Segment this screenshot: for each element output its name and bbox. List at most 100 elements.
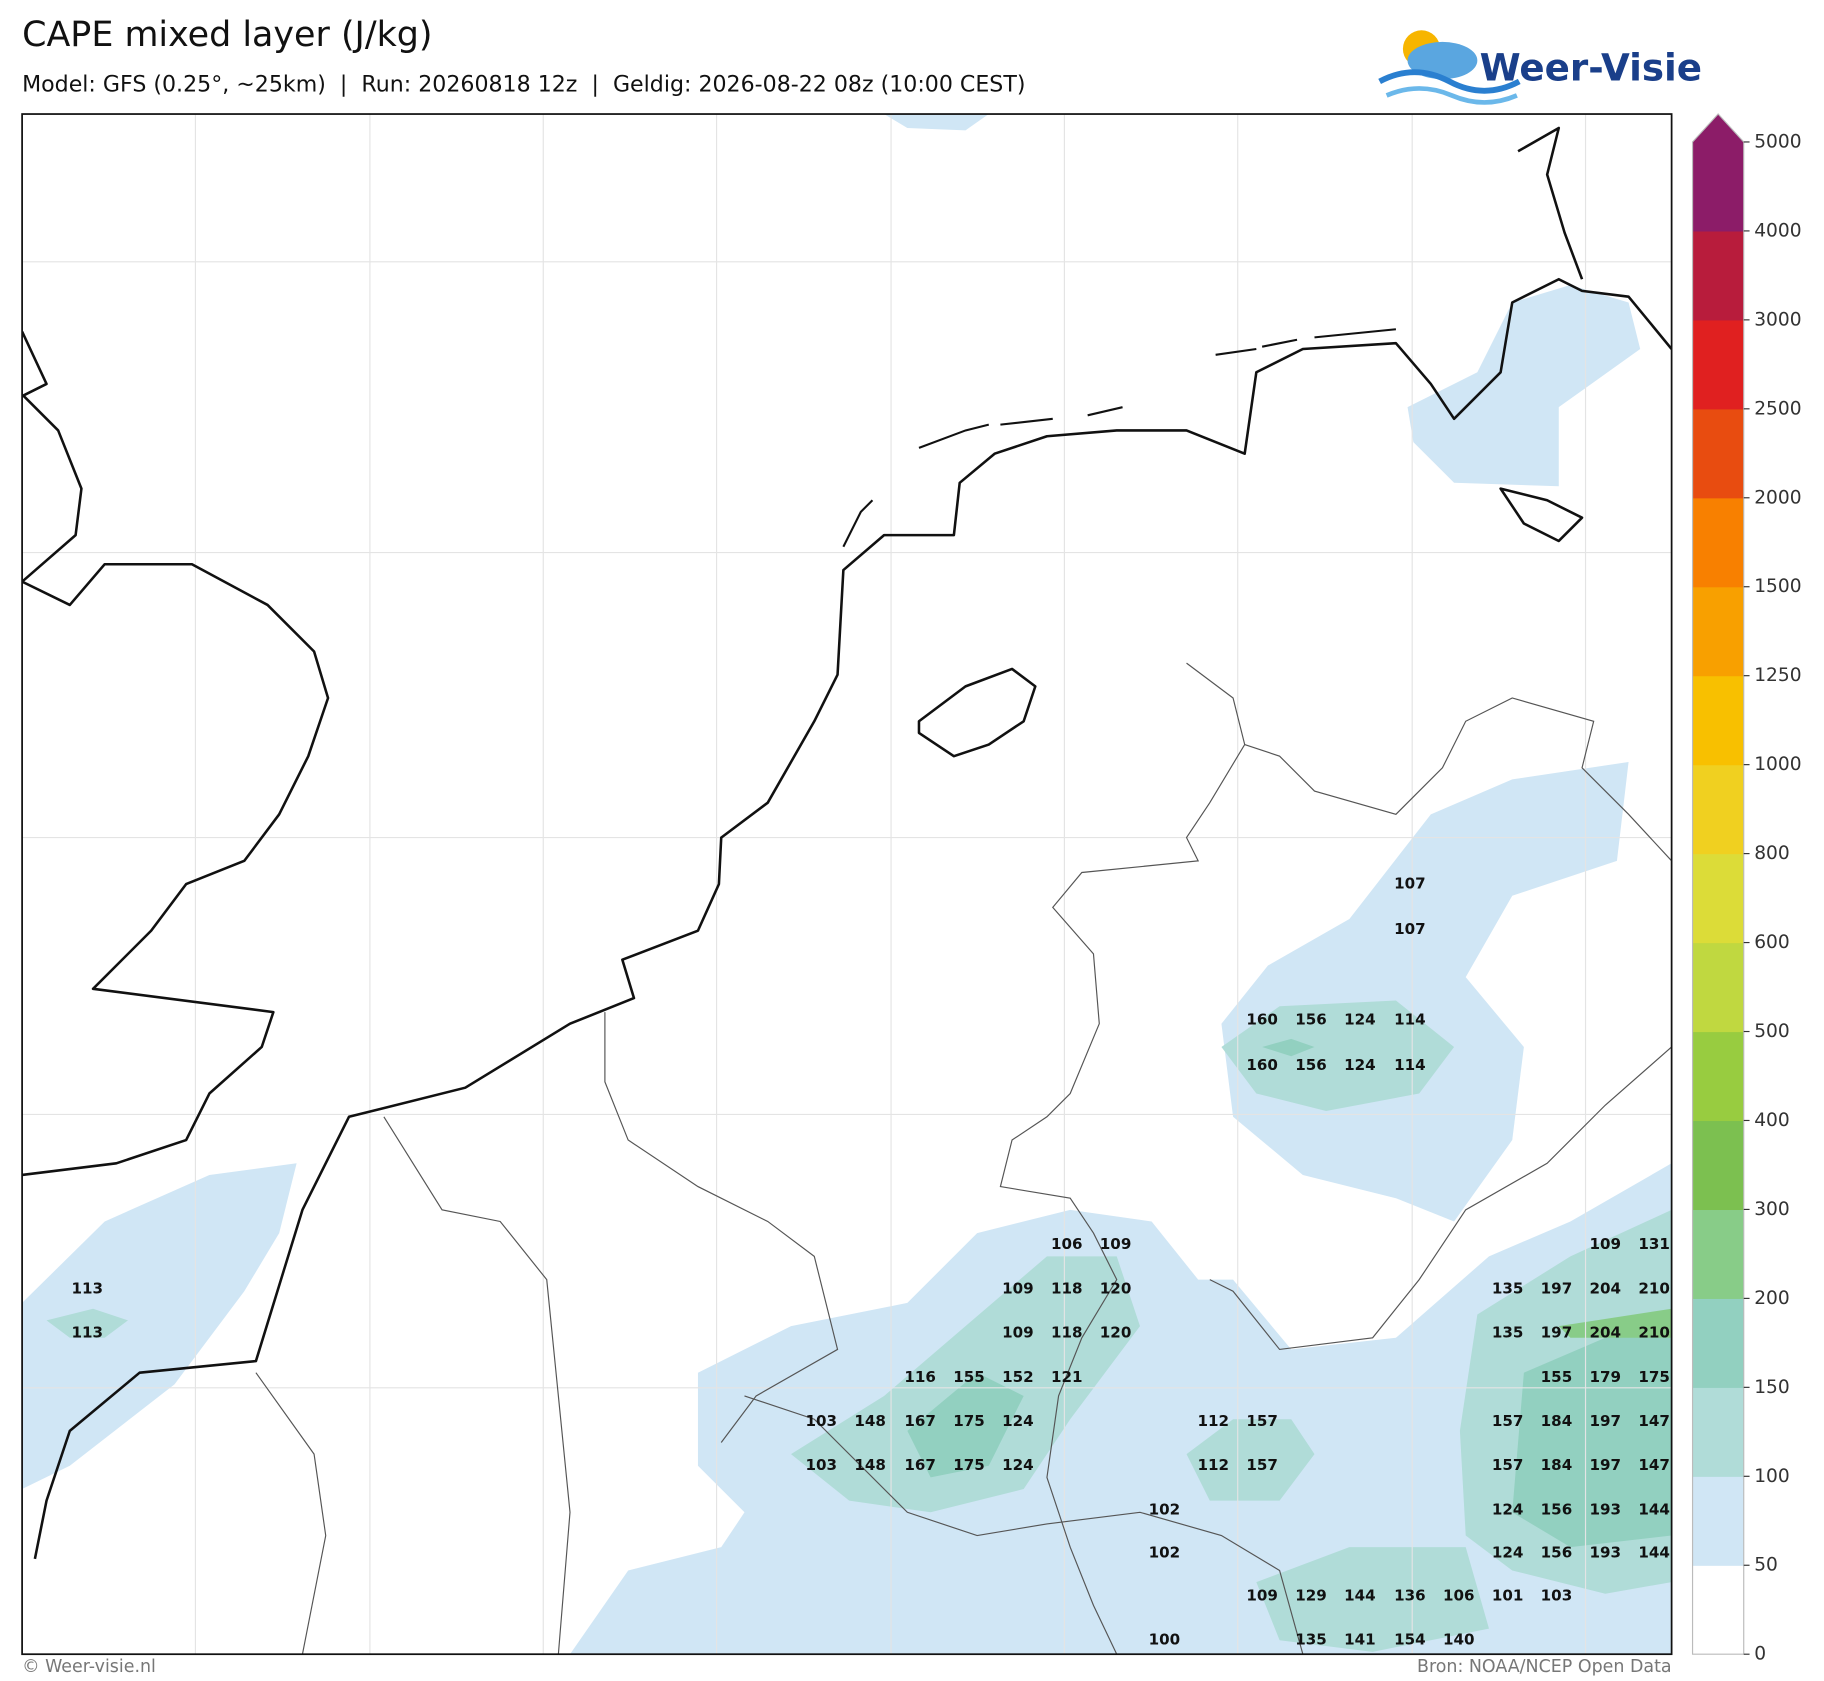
cape-value: 114 <box>1394 1011 1426 1029</box>
cape-value: 116 <box>904 1368 936 1386</box>
cape-value: 141 <box>1344 1631 1376 1649</box>
cape-value: 147 <box>1638 1456 1670 1474</box>
colorbar-segment <box>1692 1476 1744 1566</box>
cape-value: 135 <box>1295 1631 1327 1649</box>
colorbar-tick-label: 3000 <box>1754 309 1801 330</box>
colorbar-tick-label: 300 <box>1754 1199 1790 1220</box>
title: CAPE mixed layer (J/kg) <box>22 15 432 55</box>
subtitle: Model: GFS (0.25°, ~25km) | Run: 2026081… <box>22 71 1025 97</box>
colorbar-tick-label: 600 <box>1754 932 1790 953</box>
cape-value: 121 <box>1051 1368 1083 1386</box>
colorbar-tick-label: 0 <box>1754 1644 1766 1665</box>
cape-value: 109 <box>1246 1587 1278 1605</box>
cape-value: 135 <box>1492 1324 1524 1342</box>
graticule <box>22 114 1672 1655</box>
cape-value: 210 <box>1638 1279 1670 1297</box>
cape-value: 124 <box>1492 1500 1524 1518</box>
colorbar-tick-label: 500 <box>1754 1021 1790 1042</box>
colorbar-segment <box>1692 1298 1744 1388</box>
colorbar-segment <box>1692 675 1744 766</box>
cape-shading-150 <box>907 1038 1672 1548</box>
cape-value: 152 <box>1002 1368 1034 1386</box>
cape-value: 102 <box>1149 1544 1181 1562</box>
cape-value: 184 <box>1541 1456 1573 1474</box>
colorbar-tick-label: 100 <box>1754 1466 1790 1487</box>
cape-value: 179 <box>1590 1368 1622 1386</box>
cape-value: 156 <box>1295 1056 1327 1074</box>
colorbar-tick-label: 400 <box>1754 1110 1790 1131</box>
cape-value: 124 <box>1344 1056 1376 1074</box>
colorbar-segment <box>1692 319 1744 410</box>
cape-value: 107 <box>1394 920 1426 938</box>
cape-value: 184 <box>1541 1412 1573 1430</box>
cape-value: 144 <box>1344 1587 1376 1605</box>
logo-text: Weer-Visie <box>1480 45 1702 89</box>
cape-value: 114 <box>1394 1056 1426 1074</box>
colorbar-tick-label: 50 <box>1754 1555 1778 1576</box>
cape-value: 147 <box>1638 1412 1670 1430</box>
cape-value: 155 <box>1541 1368 1573 1386</box>
cape-value: 157 <box>1492 1412 1524 1430</box>
cape-value: 100 <box>1149 1631 1181 1649</box>
colorbar-tick-label: 200 <box>1754 1288 1790 1309</box>
cape-value: 160 <box>1246 1011 1278 1029</box>
cape-value: 131 <box>1638 1235 1670 1253</box>
logo: Weer-Visie <box>1378 30 1702 105</box>
cape-value: 144 <box>1638 1500 1670 1518</box>
colorbar-segment <box>1692 942 1744 1033</box>
footer-left: © Weer-visie.nl <box>22 1657 156 1677</box>
cape-value: 109 <box>1002 1279 1034 1297</box>
colorbar-tick-label: 4000 <box>1754 220 1801 241</box>
cape-value: 118 <box>1051 1324 1083 1342</box>
colorbar-segment <box>1692 408 1744 499</box>
cape-labels: 107 107 160 156 124 114 160 156 124 114 113 113 106 1… <box>71 875 1669 1649</box>
cape-value: 175 <box>1638 1368 1670 1386</box>
borders <box>255 662 1672 1655</box>
colorbar-tick-label: 2500 <box>1754 398 1801 419</box>
cape-value: 155 <box>953 1368 985 1386</box>
cape-value: 204 <box>1590 1324 1622 1342</box>
cape-value: 103 <box>805 1412 837 1430</box>
cape-value: 106 <box>1443 1587 1475 1605</box>
cape-value: 175 <box>953 1412 985 1430</box>
colorbar-segment <box>1692 1031 1744 1122</box>
colorbar-segment <box>1692 586 1744 677</box>
footer-right: Bron: NOAA/NCEP Open Data <box>1417 1657 1672 1677</box>
colorbar-tick-label: 1000 <box>1754 754 1801 775</box>
cape-value: 109 <box>1100 1235 1132 1253</box>
colorbar-segment <box>1692 1209 1744 1299</box>
colorbar-segment <box>1692 141 1744 232</box>
cape-value: 129 <box>1295 1587 1327 1605</box>
cape-value: 124 <box>1002 1456 1034 1474</box>
cape-value: 197 <box>1590 1412 1622 1430</box>
cape-value: 210 <box>1638 1324 1670 1342</box>
coastline <box>22 126 1672 1560</box>
colorbar-tick-label: 150 <box>1754 1377 1790 1398</box>
colorbar-segment <box>1692 853 1744 944</box>
map: 107 107 160 156 124 114 160 156 124 114 113 113 106 1… <box>22 114 1672 1655</box>
colorbar-segment <box>1692 497 1744 588</box>
colorbar-frame <box>1691 113 1745 1655</box>
colorbar-tick-label: 1250 <box>1754 665 1801 686</box>
cape-value: 136 <box>1394 1587 1426 1605</box>
cape-value: 140 <box>1443 1631 1475 1649</box>
colorbar: 0 50 100 150 200 300 400 500 600 800 1000 1250 1500 2… <box>1691 113 1802 1665</box>
cape-value: 144 <box>1638 1544 1670 1562</box>
cape-value: 197 <box>1590 1456 1622 1474</box>
cape-value: 124 <box>1002 1412 1034 1430</box>
map-frame <box>21 113 1673 1656</box>
colorbar-tick-label: 5000 <box>1754 131 1801 152</box>
cape-value: 175 <box>953 1456 985 1474</box>
colorbar-segment <box>1692 1387 1744 1477</box>
cape-value: 156 <box>1541 1544 1573 1562</box>
cape-value: 107 <box>1394 875 1426 893</box>
cape-value: 156 <box>1295 1011 1327 1029</box>
islands <box>842 328 1397 548</box>
cape-value: 102 <box>1149 1500 1181 1518</box>
cape-value: 118 <box>1051 1279 1083 1297</box>
cape-value: 148 <box>854 1412 886 1430</box>
colorbar-extend <box>1692 114 1744 142</box>
cape-value: 197 <box>1541 1279 1573 1297</box>
cape-value: 113 <box>71 1279 103 1297</box>
